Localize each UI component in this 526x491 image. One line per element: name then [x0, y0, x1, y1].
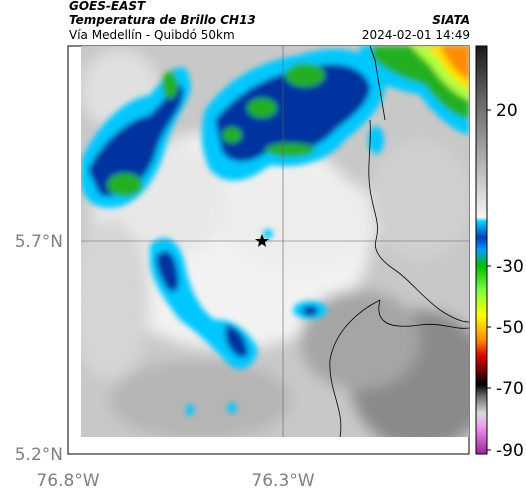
region-label: Vía Medellín - Quibdó 50km	[69, 28, 235, 42]
coastline	[368, 119, 469, 323]
department-border	[329, 299, 381, 437]
colorbar-tick-minus70: -70	[496, 379, 524, 399]
country-border	[378, 299, 469, 329]
lat-label-north: 5.7°N	[15, 232, 63, 252]
star-icon	[255, 234, 269, 247]
colorbar-tick-minus30: -30	[496, 257, 524, 277]
satellite-name: GOES-EAST	[69, 0, 146, 13]
colorbar	[475, 45, 488, 455]
product-title: Temperatura de Brillo CH13	[69, 13, 256, 27]
lon-label-east: 76.3°W	[251, 471, 314, 491]
datetime-label: 2024-02-01 14:49	[361, 28, 470, 42]
lat-label-south: 5.2°N	[15, 445, 63, 465]
imagery	[81, 46, 469, 437]
colorbar-ticks	[487, 109, 491, 451]
colorbar-tick-20: 20	[496, 101, 518, 121]
org-label: SIATA	[432, 13, 470, 27]
lon-label-west: 76.8°W	[36, 471, 99, 491]
colorbar-tick-minus90: -90	[496, 441, 524, 461]
colorbar-tick-minus50: -50	[496, 318, 524, 338]
